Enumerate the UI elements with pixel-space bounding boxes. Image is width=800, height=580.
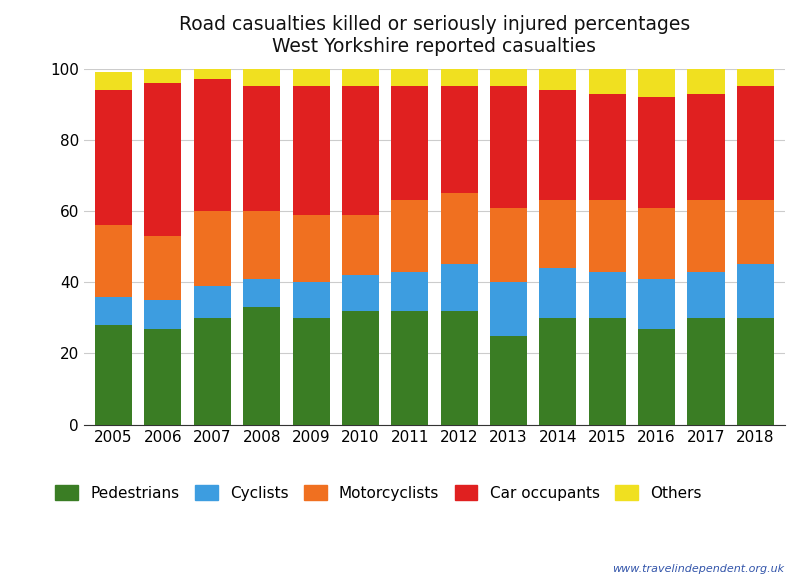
Bar (638, 208, 675, 279)
Bar (638, 97, 675, 208)
Bar (539, 201, 577, 268)
Bar (539, 68, 577, 90)
Bar (589, 318, 626, 425)
Bar (243, 68, 280, 86)
Bar (194, 286, 231, 318)
Bar (638, 328, 675, 425)
Bar (490, 86, 527, 208)
Bar (145, 83, 182, 236)
Bar (687, 93, 725, 201)
Bar (293, 86, 330, 215)
Bar (490, 282, 527, 336)
Bar (539, 268, 577, 318)
Bar (737, 201, 774, 264)
Bar (243, 307, 280, 425)
Bar (539, 318, 577, 425)
Title: Road casualties killed or seriously injured percentages
West Yorkshire reported : Road casualties killed or seriously inju… (179, 15, 690, 56)
Bar (441, 86, 478, 193)
Bar (95, 72, 132, 90)
Bar (194, 318, 231, 425)
Bar (342, 86, 379, 215)
Bar (342, 311, 379, 425)
Bar (589, 68, 626, 93)
Bar (490, 68, 527, 86)
Text: www.travelindependent.org.uk: www.travelindependent.org.uk (612, 564, 784, 574)
Bar (490, 208, 527, 282)
Bar (391, 311, 428, 425)
Bar (391, 201, 428, 271)
Bar (737, 318, 774, 425)
Bar (589, 271, 626, 318)
Bar (539, 90, 577, 201)
Bar (490, 336, 527, 425)
Bar (737, 68, 774, 86)
Bar (441, 264, 478, 311)
Bar (243, 86, 280, 211)
Bar (95, 90, 132, 225)
Bar (687, 271, 725, 318)
Bar (194, 211, 231, 286)
Bar (638, 68, 675, 97)
Bar (737, 264, 774, 318)
Bar (589, 201, 626, 271)
Bar (441, 68, 478, 86)
Bar (145, 328, 182, 425)
Bar (687, 68, 725, 93)
Bar (391, 86, 428, 201)
Bar (687, 201, 725, 271)
Bar (293, 215, 330, 282)
Bar (342, 275, 379, 311)
Bar (145, 68, 182, 83)
Bar (95, 225, 132, 296)
Bar (687, 318, 725, 425)
Bar (342, 68, 379, 86)
Legend: Pedestrians, Cyclists, Motorcyclists, Car occupants, Others: Pedestrians, Cyclists, Motorcyclists, Ca… (49, 478, 708, 507)
Bar (441, 311, 478, 425)
Bar (638, 279, 675, 328)
Bar (194, 68, 231, 79)
Bar (243, 211, 280, 279)
Bar (243, 279, 280, 307)
Bar (293, 282, 330, 318)
Bar (391, 271, 428, 311)
Bar (441, 193, 478, 264)
Bar (95, 296, 132, 325)
Bar (194, 79, 231, 211)
Bar (95, 325, 132, 425)
Bar (342, 215, 379, 275)
Bar (391, 68, 428, 86)
Bar (145, 236, 182, 300)
Bar (293, 318, 330, 425)
Bar (145, 300, 182, 328)
Bar (737, 86, 774, 201)
Bar (589, 93, 626, 201)
Bar (293, 68, 330, 86)
